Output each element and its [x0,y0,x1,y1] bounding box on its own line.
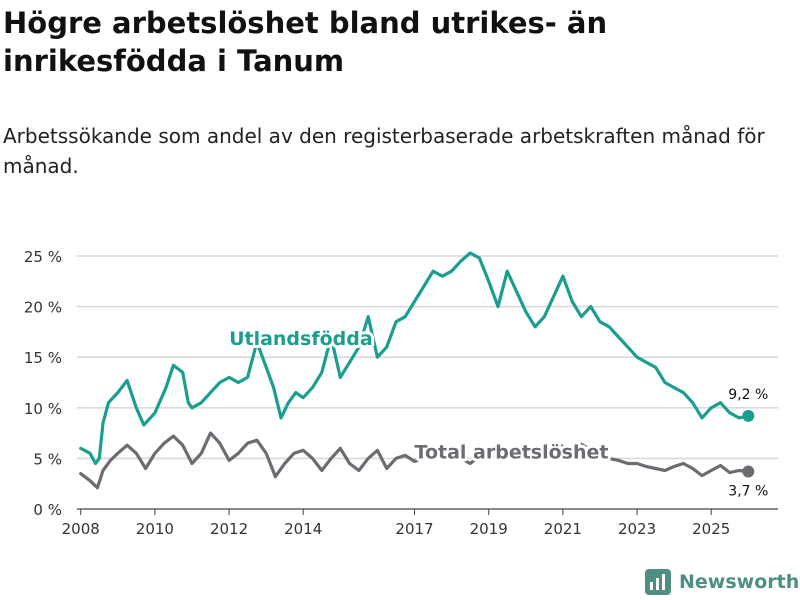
series-end-label: 9,2 % [728,387,768,403]
x-tick-label: 2014 [284,520,322,538]
gridlines [77,255,778,510]
chart-subtitle: Arbetssökande som andel av den registerb… [3,124,765,178]
newsworthy-logo-text: Newsworthy [679,571,800,593]
y-axis: 0 % 5 % 10 % 15 % 20 % 25 % [24,248,62,519]
y-tick-label: 20 % [24,299,62,317]
x-tick-label: 2017 [395,520,433,538]
y-tick-label: 0 % [33,501,62,519]
y-tick-label: 5 % [33,450,62,468]
series-end-label: 3,7 % [728,484,768,500]
x-tick-label: 2008 [62,520,100,538]
series-line-utlandsf-dda [79,251,750,466]
series-name-label: Utlandsfödda [229,328,373,350]
series-labels: 3,7 % 9,2 % Utlandsfödda Total arbetslöshet [226,325,768,500]
x-tick-label: 2025 [692,520,730,538]
y-tick-label: 25 % [24,248,62,266]
x-tick-label: 2021 [544,520,582,538]
x-tick-label: 2019 [470,520,508,538]
x-tick-label: 2010 [136,520,174,538]
x-tick-label: 2012 [210,520,248,538]
series-end-point [742,465,755,478]
series-line-total-arbetsl-shet [79,431,750,490]
chart-title: Högre arbetslöshet bland utrikes- än inr… [3,6,608,78]
newsworthy-logo-icon [645,569,671,595]
newsworthy-logo[interactable]: Newsworthy [645,569,800,595]
y-tick-label: 10 % [24,400,62,418]
series-name-label: Total arbetslöshet [415,441,609,463]
y-tick-label: 15 % [24,349,62,367]
series-end-point [742,409,755,422]
x-axis: 2008 2010 2012 2014 2017 2019 2021 2023 2025 [62,509,730,538]
x-tick-label: 2023 [618,520,656,538]
series-lines [79,251,755,490]
